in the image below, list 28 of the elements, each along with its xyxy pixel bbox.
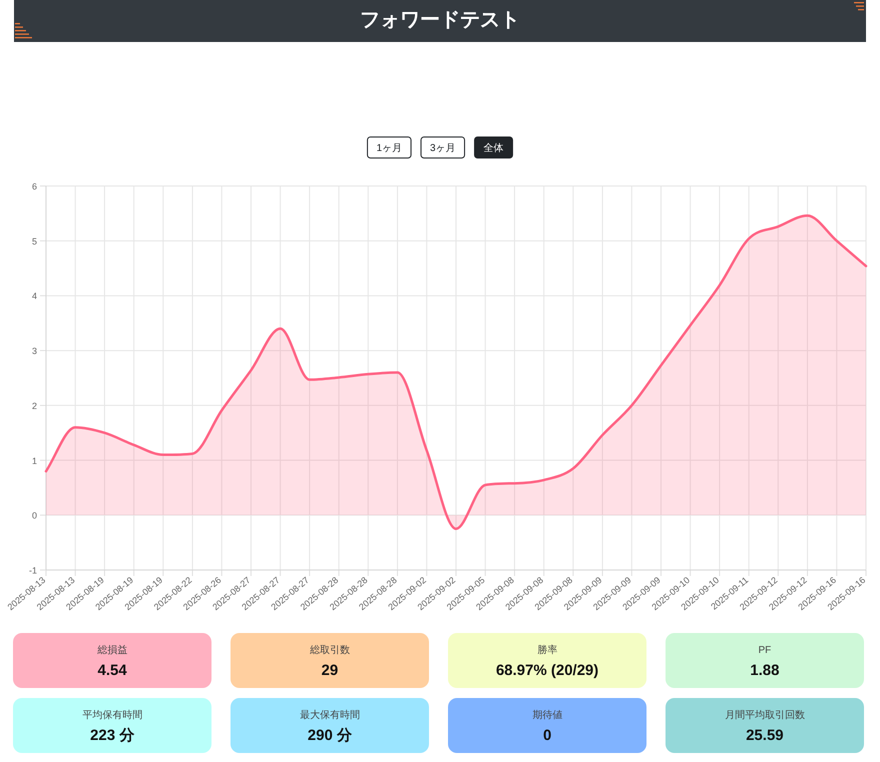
category-label: PF [758, 645, 772, 656]
text: 0 [543, 727, 552, 744]
text: 290 分 [308, 727, 352, 744]
category-label: 月間平均取引回数 [724, 709, 805, 721]
y-tick-label: 2 [32, 400, 37, 411]
y-tick-label: 4 [32, 291, 37, 302]
y-tick-label: 0 [32, 510, 37, 521]
category-label: 期待値 [532, 709, 562, 721]
text: 1.88 [750, 662, 780, 679]
category-label: 平均保有時間 [82, 709, 142, 721]
category-label: 3ヶ月 [430, 143, 456, 154]
y-tick-label: 3 [32, 346, 37, 356]
text: 68.97% (20/29) [496, 662, 599, 679]
y-tick-label: 6 [32, 182, 37, 192]
y-tick-label: -1 [28, 566, 37, 576]
text: 4.54 [98, 662, 127, 679]
text: 29 [321, 662, 338, 679]
category-label: 1ヶ月 [376, 143, 402, 154]
category-label: 総取引数 [308, 644, 350, 656]
text: 25.59 [746, 727, 784, 744]
text: 223 分 [90, 727, 134, 744]
y-tick-label: 1 [32, 456, 37, 466]
category-label: 総損益 [96, 644, 128, 656]
category-label: 勝率 [537, 644, 558, 656]
text: フォワードテスト [360, 9, 520, 31]
category-label: 最大保有時間 [300, 709, 360, 721]
y-tick-label: 5 [32, 236, 37, 246]
category-label: 全体 [484, 142, 504, 154]
